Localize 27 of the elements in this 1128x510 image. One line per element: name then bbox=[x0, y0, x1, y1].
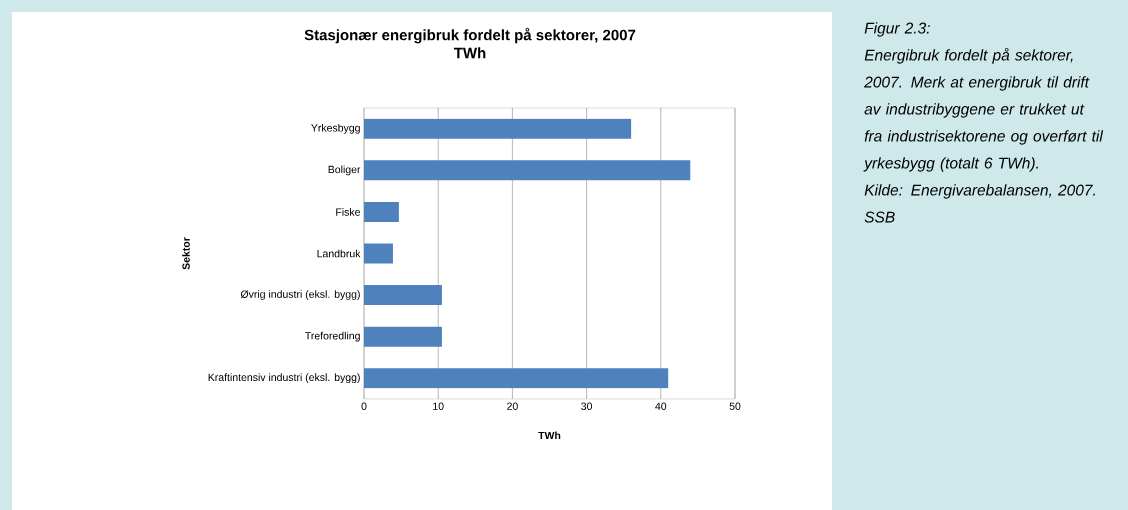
y-tick-label: Fiske bbox=[336, 208, 360, 216]
bar bbox=[364, 368, 669, 389]
chart-title: Stasjonær energibruk fordelt på sektorer, 2007 bbox=[304, 27, 636, 44]
bar bbox=[364, 118, 632, 139]
text: Kilde: Energivarebalansen, 2007. SSB bbox=[864, 184, 1095, 223]
x-tick-label: 0 bbox=[361, 402, 367, 410]
y-tick-label: Treforedling bbox=[305, 331, 360, 342]
y-tick-label: Boliger bbox=[328, 165, 361, 176]
y-tick-label: Kraftintensiv industri (eksl. bygg) bbox=[208, 373, 360, 384]
x-tick-label: 40 bbox=[655, 402, 667, 410]
y-tick-label: Øvrig industri (eksl. bygg) bbox=[240, 290, 360, 300]
x-tick-label: 30 bbox=[581, 402, 593, 410]
text: Figur 2.3: bbox=[864, 22, 930, 37]
y-tick-label: Landbruk bbox=[317, 249, 361, 258]
x-tick-label: 50 bbox=[729, 402, 741, 410]
bar bbox=[364, 326, 442, 347]
y-axis-title: Sektor bbox=[182, 237, 190, 270]
x-tick-label: 20 bbox=[507, 402, 518, 410]
bar bbox=[364, 160, 691, 181]
bar bbox=[364, 243, 393, 264]
x-tick-label: 10 bbox=[433, 402, 444, 410]
text: Energibruk fordelt på sektorer, 2007. Merk at energibruk til drift av industribyggene er trukket ut fra industrisektorene og overført til yrkesbygg (totalt 6 TWh). bbox=[863, 47, 1104, 172]
x-axis-title: TWh bbox=[538, 431, 561, 440]
bar bbox=[364, 201, 399, 222]
y-tick-label: Yrkesbygg bbox=[311, 123, 360, 134]
chart-subtitle: TWh bbox=[453, 47, 486, 59]
bar bbox=[364, 285, 442, 306]
